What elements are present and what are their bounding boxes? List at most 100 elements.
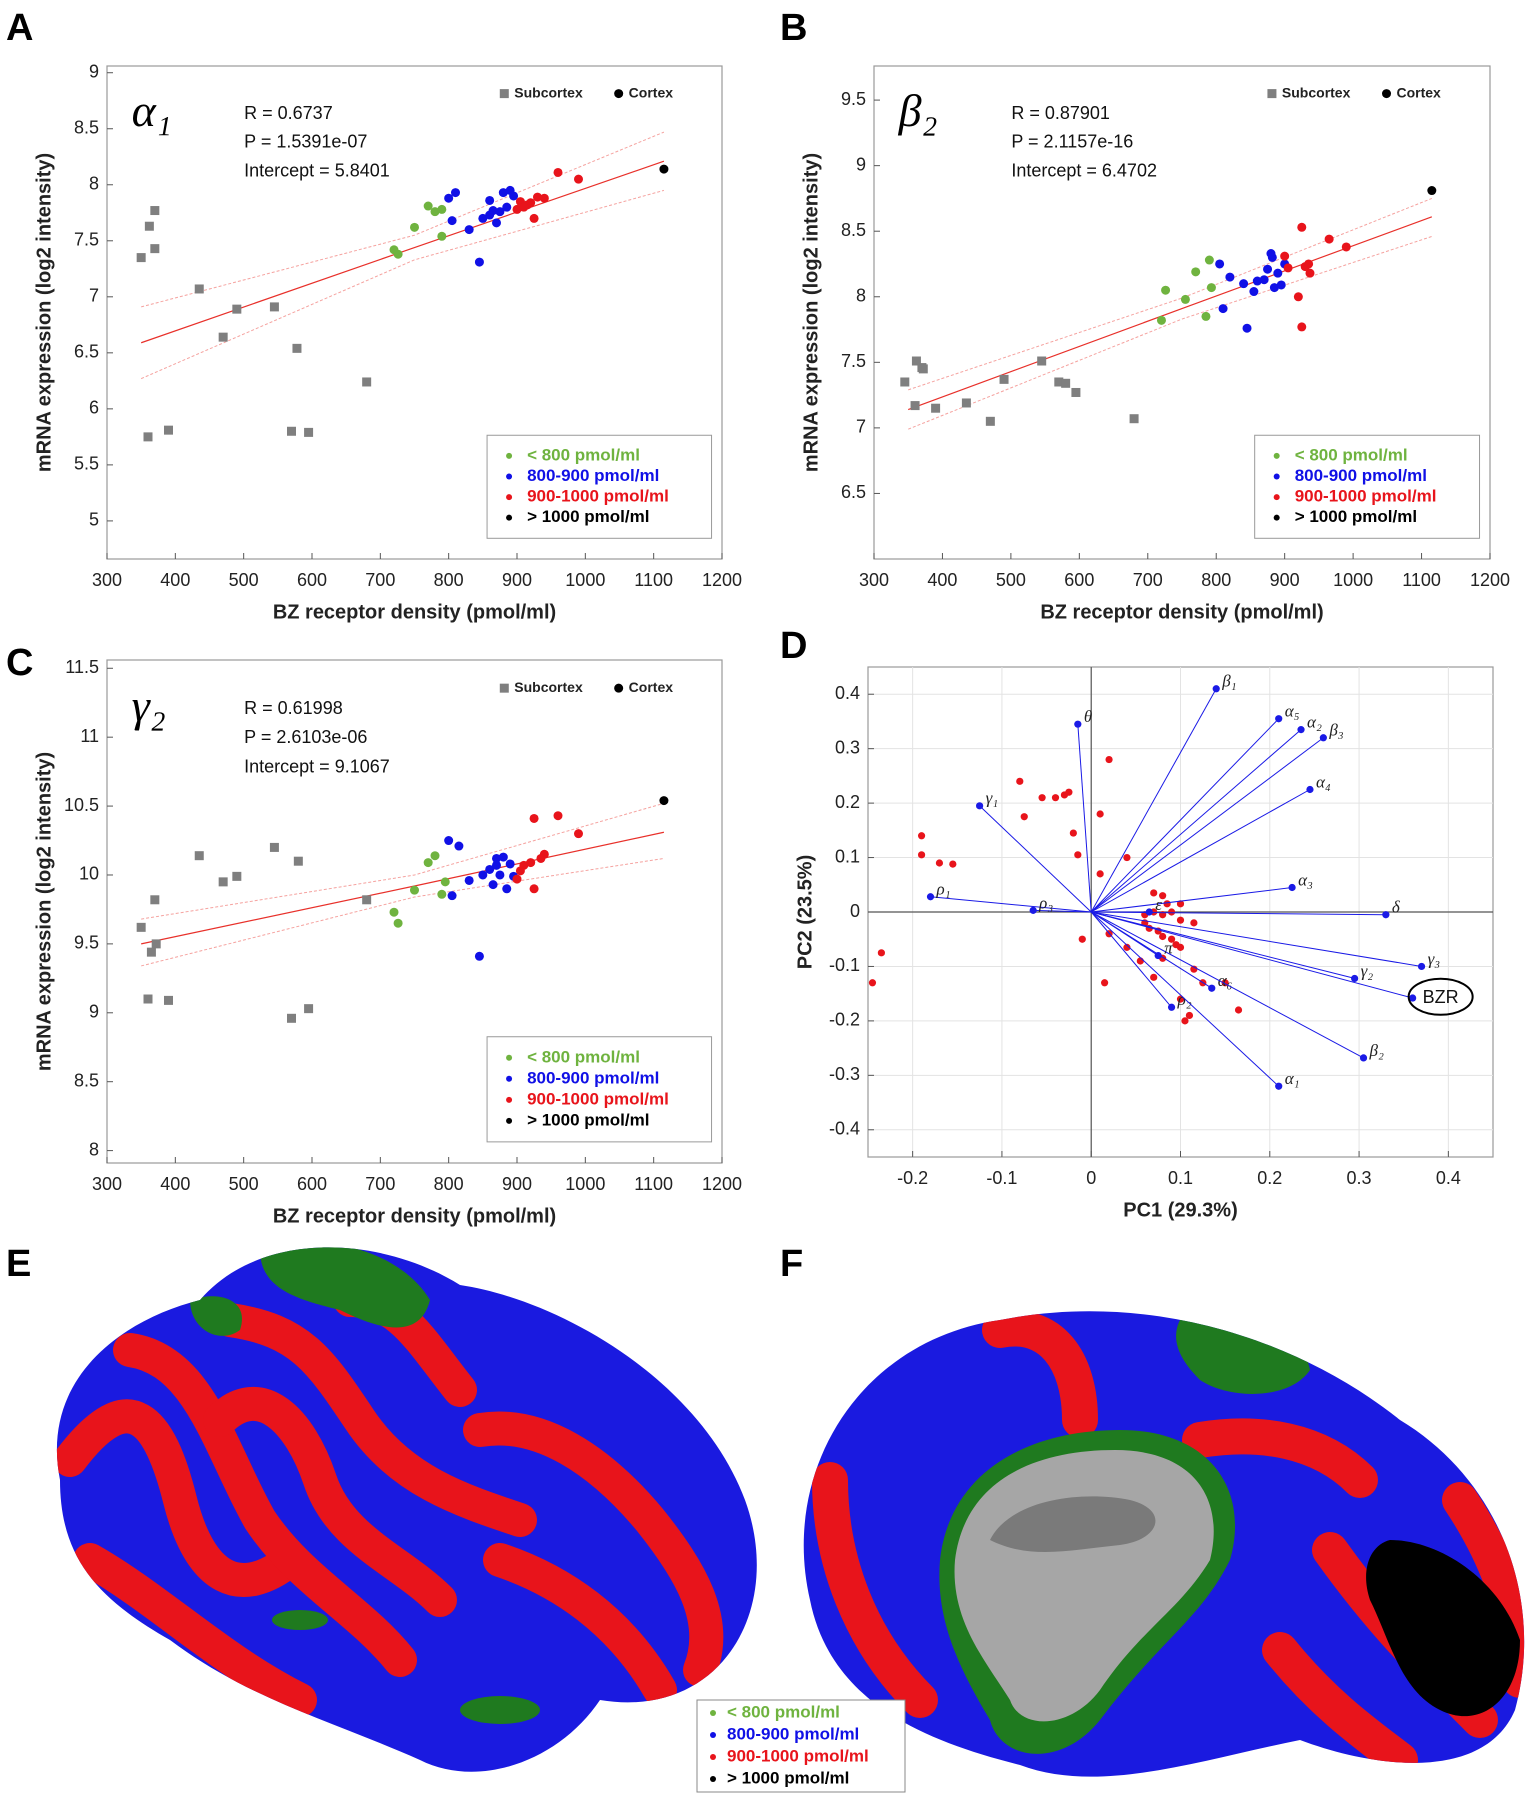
point [423,201,433,211]
point [1263,264,1273,274]
point [464,225,474,235]
legend-marker [1382,89,1392,99]
legend-box [696,1699,906,1793]
point [574,829,583,839]
legend-label: Subcortex [514,679,583,695]
point [269,302,279,312]
loading-label: β₂ [1369,1041,1384,1060]
point [454,841,464,851]
point [304,1004,314,1014]
point [526,858,536,868]
loading-vector [1090,911,1159,956]
point [553,811,563,821]
y-tick-label: 9 [89,61,99,81]
score-point [1150,889,1158,897]
x-tick-label: 900 [502,570,532,590]
legend-marker [710,1776,716,1782]
point [218,877,228,887]
point [1242,323,1252,333]
point [287,1013,296,1023]
x-tick-label: 1000 [565,1174,605,1194]
legend-label: 800-900 pmol/ml [527,1068,659,1087]
loading-vector [1091,911,1355,979]
brain-black-region [1366,1540,1520,1717]
legend-marker [710,1754,716,1760]
loading-point [976,802,984,810]
point [1206,283,1216,293]
legend-box [486,1036,713,1143]
panel-label: D [780,625,807,667]
legend-label: < 800 pmol/ml [527,445,640,464]
loading-label: α₁ [1285,1069,1300,1088]
gene-symbol: γ₂ [132,680,166,731]
legend-marker [614,683,624,693]
point [488,880,498,890]
legend-marker [710,1710,716,1716]
legend-label: Cortex [1397,84,1442,100]
loading-point [1145,908,1153,916]
y-tick-label: -0.4 [829,1119,860,1139]
y-tick-label: 8 [89,1139,99,1159]
legend-marker [710,1732,716,1738]
score-point [1123,943,1131,951]
point [389,907,399,917]
x-tick-label: 600 [297,570,327,590]
point [1239,279,1249,289]
x-tick-label: 800 [1201,570,1231,590]
point [144,221,154,231]
panel-label: A [6,7,33,49]
y-axis-label: mRNA expression (log2 intensity) [33,752,55,1071]
x-tick-label: 500 [229,570,259,590]
score-point [917,832,926,840]
brain-red-regions [812,1311,1525,1777]
point [985,416,995,426]
point [502,884,512,894]
loading-point [1382,911,1390,919]
loading-label: γ₂ [1361,961,1374,980]
legend-label: < 800 pmol/ml [1295,445,1408,464]
y-tick-label: 10 [79,864,99,884]
point [492,853,501,863]
y-tick-label: 8.5 [74,1070,99,1090]
loading-vector [1091,911,1422,967]
point [1259,275,1269,285]
point [136,253,146,263]
point [553,167,563,177]
panel-label: E [6,1243,31,1285]
point [498,852,508,862]
x-tick-label: 600 [297,1174,327,1194]
point [1204,255,1214,265]
point [194,851,204,861]
point [151,939,161,949]
loading-label: θ [1084,707,1092,726]
score-point [1096,870,1104,878]
x-tick-label: 900 [1270,570,1300,590]
loading-point [926,893,935,901]
loading-vector [1090,789,1311,913]
point [529,884,539,894]
loading-label: α₂ [1307,713,1322,732]
point [440,877,450,887]
point [659,164,669,174]
point [444,193,454,203]
point [1267,252,1277,262]
point [150,895,160,905]
x-tick-label: 1000 [1333,570,1373,590]
legend-marker [506,1096,513,1103]
score-point [1176,900,1185,908]
point [512,874,522,884]
legend-label: Cortex [629,84,674,100]
point [999,374,1009,384]
legend-marker [1273,494,1280,501]
y-tick-label: 0 [850,901,860,921]
loading-vector [1090,911,1280,1087]
y-tick-label: 7 [89,286,99,306]
y-tick-label: 11 [80,726,99,746]
loading-label: α₄ [1316,772,1331,791]
loading-vector [930,896,1092,913]
score-point [917,851,926,859]
confidence-band [141,857,664,967]
point [1218,304,1228,314]
point [659,796,669,806]
point [393,918,403,928]
